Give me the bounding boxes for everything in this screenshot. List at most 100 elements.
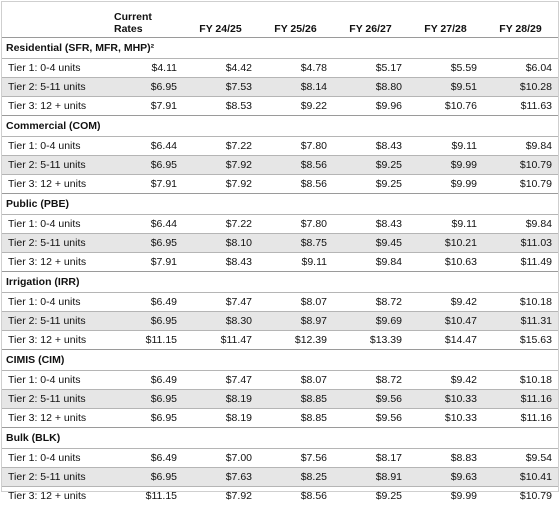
rate-cell: $7.92 [183,156,258,175]
rate-cell: $7.00 [183,449,258,468]
rate-cell: $8.30 [183,312,258,331]
rate-cell: $7.91 [108,175,183,194]
rate-cell: $9.11 [258,253,333,272]
rate-cell: $7.47 [183,293,258,312]
rate-cell: $4.11 [108,59,183,78]
rate-cell: $10.18 [483,293,558,312]
rate-cell: $5.17 [333,59,408,78]
rate-cell: $8.97 [258,312,333,331]
rate-cell: $8.72 [333,293,408,312]
rate-cell: $9.56 [333,390,408,409]
rate-cell: $8.14 [258,78,333,97]
section-title: Commercial (COM) [2,116,558,137]
tier-label: Tier 1: 0-4 units [2,293,108,312]
rate-cell: $10.63 [408,253,483,272]
rate-cell: $10.33 [408,409,483,428]
rate-cell: $9.84 [483,137,558,156]
rate-cell: $10.33 [408,390,483,409]
rate-cell: $9.42 [408,293,483,312]
tier-label: Tier 1: 0-4 units [2,59,108,78]
tier-label: Tier 1: 0-4 units [2,449,108,468]
rate-cell: $11.03 [483,234,558,253]
section-header-row: CIMIS (CIM) [2,350,558,371]
rate-cell: $9.25 [333,487,408,505]
header-fy-25-26: FY 25/26 [258,2,333,38]
rate-cell: $7.53 [183,78,258,97]
tier-label: Tier 3: 12 + units [2,409,108,428]
rate-cell: $9.25 [333,175,408,194]
rate-cell: $6.95 [108,468,183,487]
rate-cell: $8.53 [183,97,258,116]
tier-label: Tier 3: 12 + units [2,253,108,272]
rate-cell: $9.11 [408,137,483,156]
section-header-row: Commercial (COM) [2,116,558,137]
rate-cell: $8.80 [333,78,408,97]
rate-cell: $7.63 [183,468,258,487]
rate-cell: $8.75 [258,234,333,253]
rate-cell: $10.79 [483,175,558,194]
rate-cell: $9.84 [483,215,558,234]
rate-cell: $7.47 [183,371,258,390]
table-row: Tier 2: 5-11 units$6.95$7.92$8.56$9.25$9… [2,156,558,175]
rate-cell: $9.99 [408,487,483,505]
rate-cell: $7.22 [183,137,258,156]
rate-cell: $12.39 [258,331,333,350]
table-row: Tier 3: 12 + units$7.91$8.43$9.11$9.84$1… [2,253,558,272]
tier-label: Tier 1: 0-4 units [2,215,108,234]
header-blank [2,2,108,38]
rate-cell: $9.84 [333,253,408,272]
rate-cell: $9.25 [333,156,408,175]
rate-cell: $6.95 [108,390,183,409]
rate-cell: $8.56 [258,175,333,194]
tier-label: Tier 3: 12 + units [2,331,108,350]
table-row: Tier 2: 5-11 units$6.95$8.10$8.75$9.45$1… [2,234,558,253]
rate-cell: $9.11 [408,215,483,234]
rate-cell: $9.63 [408,468,483,487]
tier-label: Tier 1: 0-4 units [2,137,108,156]
section-title: Irrigation (IRR) [2,272,558,293]
table-row: Tier 1: 0-4 units$6.44$7.22$7.80$8.43$9.… [2,215,558,234]
table-row: Tier 3: 12 + units$11.15$11.47$12.39$13.… [2,331,558,350]
tier-label: Tier 2: 5-11 units [2,390,108,409]
section-header-row: Irrigation (IRR) [2,272,558,293]
header-fy-26-27: FY 26/27 [333,2,408,38]
section-title: Residential (SFR, MFR, MHP)² [2,38,558,59]
rate-cell: $10.18 [483,371,558,390]
rate-cell: $11.63 [483,97,558,116]
section-title: CIMIS (CIM) [2,350,558,371]
rate-cell: $8.91 [333,468,408,487]
rate-cell: $8.72 [333,371,408,390]
tier-label: Tier 3: 12 + units [2,175,108,194]
rate-cell: $9.99 [408,156,483,175]
rate-cell: $9.69 [333,312,408,331]
rate-cell: $10.41 [483,468,558,487]
rate-cell: $7.80 [258,137,333,156]
rate-cell: $15.63 [483,331,558,350]
header-row: Current Rates FY 24/25 FY 25/26 FY 26/27… [2,2,558,38]
header-fy-27-28: FY 27/28 [408,2,483,38]
rate-cell: $6.95 [108,409,183,428]
rate-cell: $6.44 [108,215,183,234]
rate-cell: $13.39 [333,331,408,350]
rate-cell: $10.47 [408,312,483,331]
rate-cell: $10.28 [483,78,558,97]
rate-cell: $6.95 [108,234,183,253]
rate-cell: $7.92 [183,487,258,505]
table-row: Tier 2: 5-11 units$6.95$8.19$8.85$9.56$1… [2,390,558,409]
rate-cell: $8.19 [183,409,258,428]
tier-label: Tier 2: 5-11 units [2,78,108,97]
header-current-rates: Current Rates [108,2,183,38]
rate-cell: $8.56 [258,487,333,505]
table-row: Tier 1: 0-4 units$6.49$7.47$8.07$8.72$9.… [2,371,558,390]
rate-cell: $10.21 [408,234,483,253]
rate-cell: $9.45 [333,234,408,253]
rate-cell: $9.54 [483,449,558,468]
tier-label: Tier 1: 0-4 units [2,371,108,390]
rate-cell: $8.43 [333,137,408,156]
rate-cell: $10.79 [483,156,558,175]
rate-cell: $8.43 [183,253,258,272]
tier-label: Tier 3: 12 + units [2,97,108,116]
rate-cell: $11.15 [108,331,183,350]
tier-label: Tier 2: 5-11 units [2,312,108,331]
